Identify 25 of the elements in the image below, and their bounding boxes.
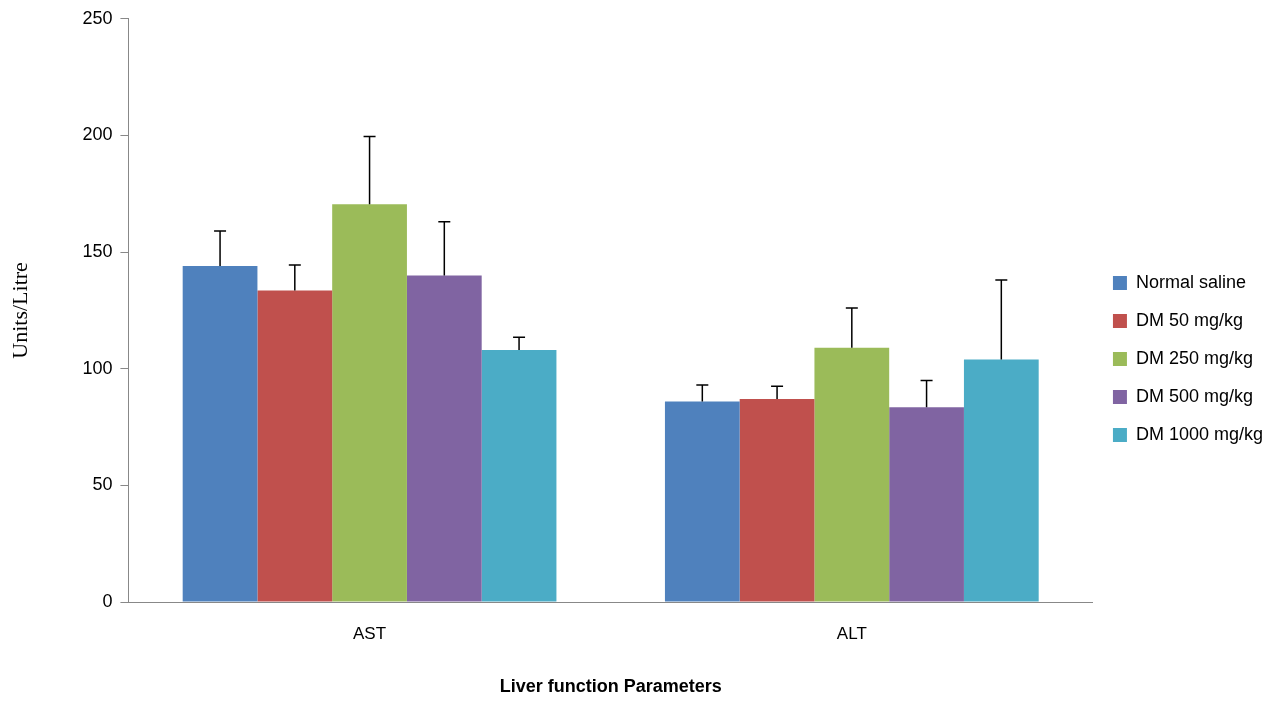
y-tick-label: 250	[82, 7, 113, 28]
y-tick-label: 50	[92, 474, 113, 495]
bar	[406, 275, 482, 602]
legend-label: DM 1000 mg/kg	[1135, 423, 1264, 444]
x-tick-label: ALT	[836, 623, 867, 643]
bar	[664, 401, 740, 602]
y-tick-label: 150	[82, 241, 113, 262]
legend-label: Normal saline	[1135, 271, 1246, 292]
legend-label: DM 50 mg/kg	[1135, 309, 1243, 330]
bar	[257, 290, 333, 602]
x-tick-label: AST	[353, 623, 387, 643]
legend-label: DM 500 mg/kg	[1135, 385, 1253, 406]
y-tick-label: 200	[82, 124, 113, 145]
bar	[739, 399, 815, 602]
bar	[814, 347, 890, 602]
bar	[182, 266, 258, 602]
y-tick-label: 100	[82, 357, 113, 378]
bar	[963, 359, 1039, 602]
bar	[481, 350, 557, 602]
y-tick-label: 0	[102, 590, 113, 611]
legend-label: DM 250 mg/kg	[1135, 347, 1253, 368]
bar	[332, 204, 407, 602]
bar	[889, 407, 964, 602]
x-axis-title: Liver function Parameters	[499, 676, 722, 697]
y-axis-title: Units/Litre	[6, 262, 32, 359]
